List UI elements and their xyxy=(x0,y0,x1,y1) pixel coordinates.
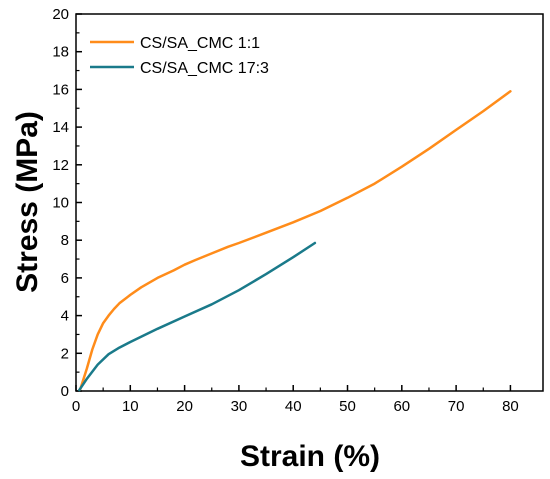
x-axis-title: Strain (%) xyxy=(240,440,380,473)
series-line-2 xyxy=(78,241,317,392)
y-tick-label: 6 xyxy=(61,270,69,287)
legend-label-2: CS/SA_CMC 17:3 xyxy=(140,60,269,77)
y-tick-label: 16 xyxy=(52,81,69,98)
y-tick-label: 14 xyxy=(52,119,69,136)
x-tick-label: 10 xyxy=(122,398,139,415)
y-tick-label: 10 xyxy=(52,195,69,212)
y-tick-label: 18 xyxy=(52,44,69,61)
legend-label-1: CS/SA_CMC 1:1 xyxy=(140,35,260,52)
x-tick-label: 50 xyxy=(339,398,356,415)
y-tick-label: 12 xyxy=(52,157,69,174)
y-tick-label: 2 xyxy=(61,345,69,362)
y-axis-title: Stress (MPa) xyxy=(11,111,44,293)
y-tick-label: 8 xyxy=(61,232,69,249)
y-tick-label: 20 xyxy=(52,6,69,23)
legend: CS/SA_CMC 1:1 CS/SA_CMC 17:3 xyxy=(90,35,269,77)
x-tick-label: 70 xyxy=(448,398,465,415)
series-layer xyxy=(78,90,512,392)
x-tick-label: 30 xyxy=(231,398,248,415)
x-tick-label: 40 xyxy=(285,398,302,415)
x-tick-label: 0 xyxy=(72,398,80,415)
series-line-1 xyxy=(79,90,512,391)
x-tick-label: 80 xyxy=(502,398,519,415)
y-tick-label: 0 xyxy=(61,383,69,400)
x-tick-label: 20 xyxy=(176,398,193,415)
y-tick-label: 4 xyxy=(61,308,69,325)
axes: 0 10 20 30 40 50 60 70 80 0 2 4 6 8 10 12 14 16 18 20 xyxy=(52,6,544,415)
x-tick-label: 60 xyxy=(393,398,410,415)
